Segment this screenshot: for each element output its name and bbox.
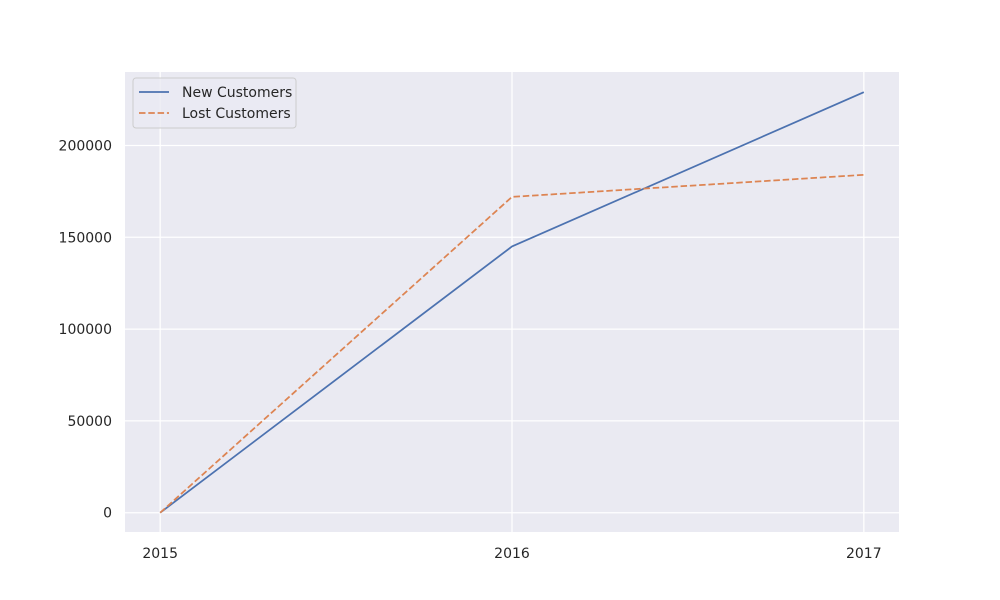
- y-tick-label: 100000: [59, 322, 112, 338]
- tick-labels: 2015 2016 2017 0 50000 100000 150000 200000: [59, 138, 882, 562]
- legend-items: New Customers Lost Customers: [139, 85, 292, 122]
- y-tick-label: 200000: [59, 138, 112, 154]
- grid-lines: [125, 72, 899, 532]
- series-lines: [159, 91, 865, 514]
- x-tick-label: 2015: [142, 546, 178, 562]
- y-tick-label: 50000: [67, 414, 112, 430]
- legend-label: New Customers: [182, 85, 292, 101]
- series-line: [159, 173, 864, 514]
- legend: New Customers Lost Customers: [132, 77, 297, 129]
- legend-box: [132, 77, 297, 129]
- legend-label: Lost Customers: [182, 106, 291, 122]
- x-tick-label: 2016: [494, 546, 530, 562]
- y-tick-label: 150000: [59, 230, 112, 246]
- x-tick-label: 2017: [846, 546, 882, 562]
- series-line: [159, 91, 865, 514]
- y-tick-label: 0: [103, 506, 112, 522]
